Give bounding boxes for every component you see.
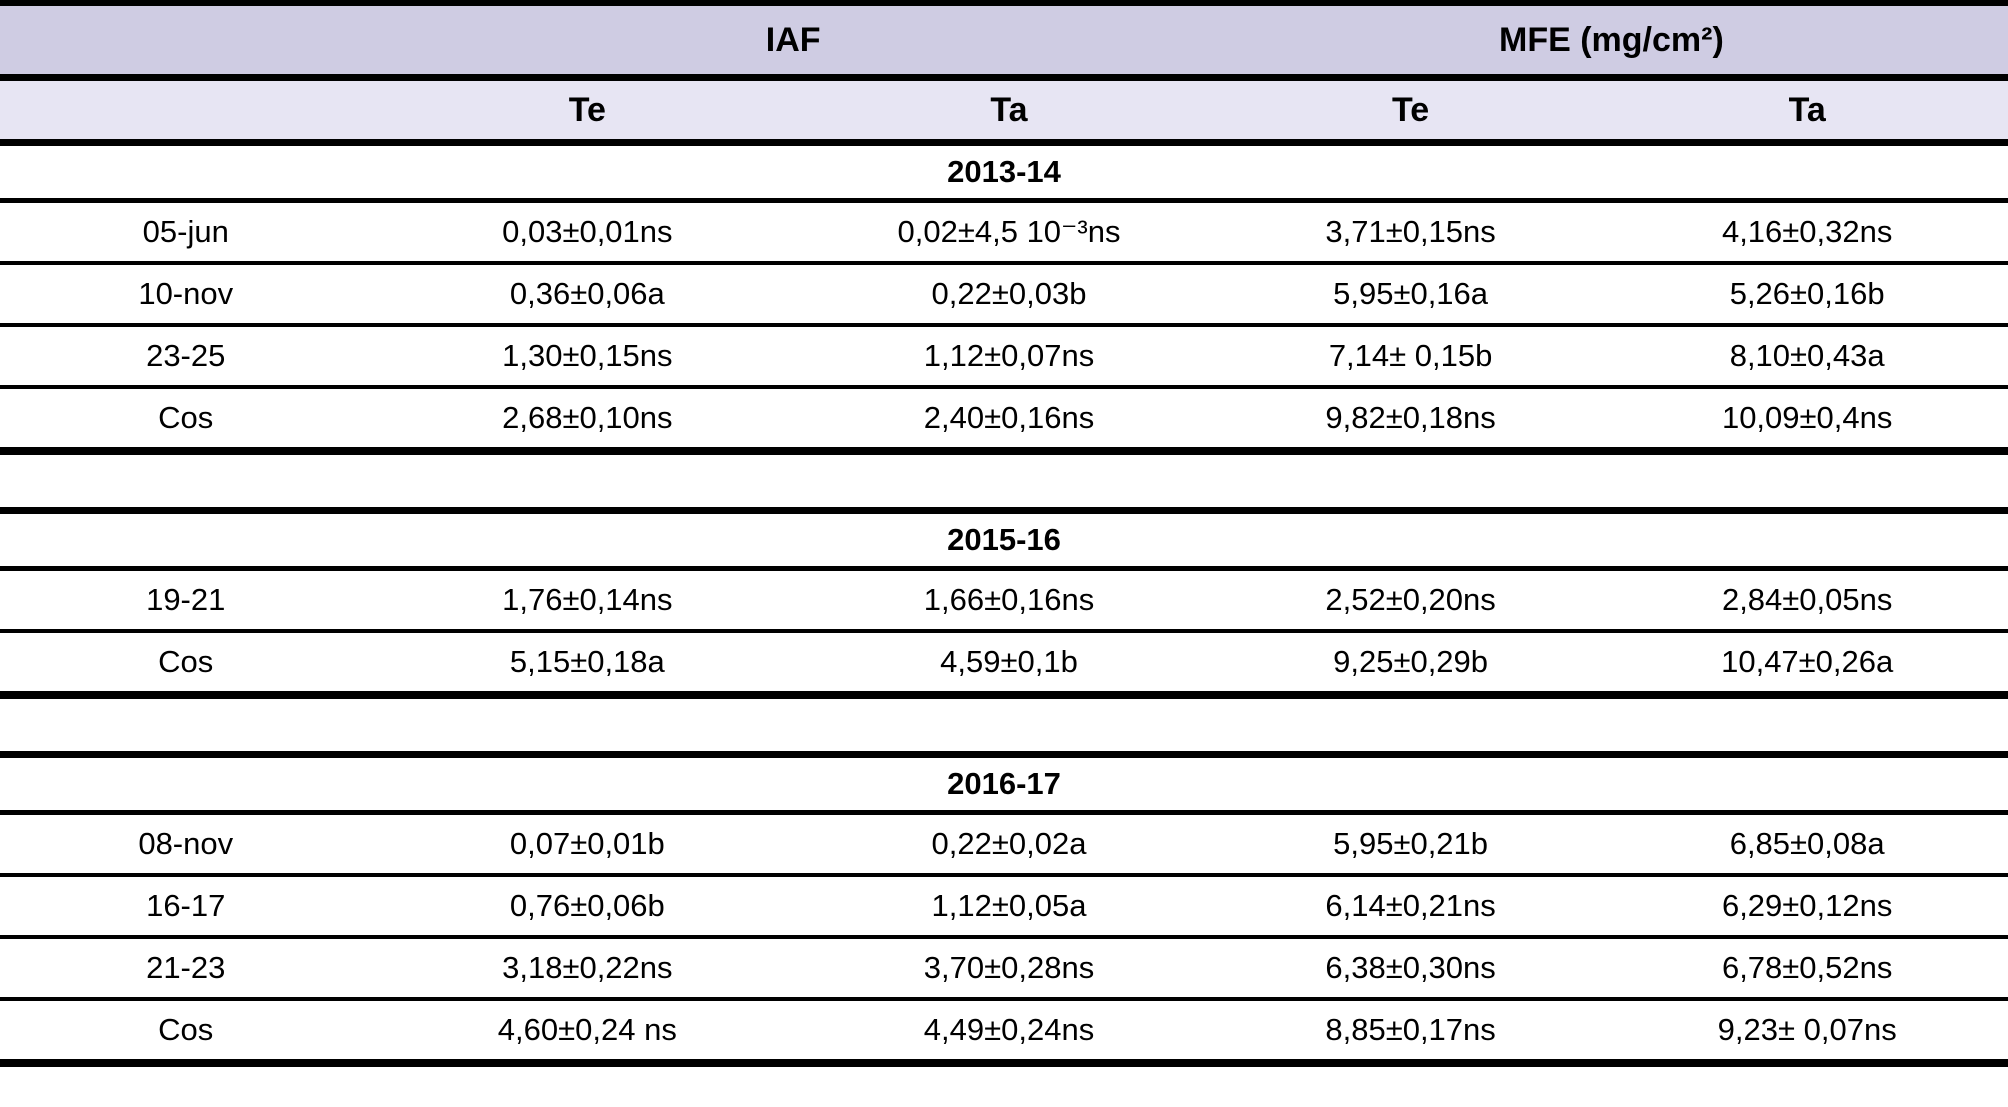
- table-row: 08-nov 0,07±0,01b 0,22±0,02a 5,95±0,21b …: [0, 812, 2008, 877]
- iaf-group-header: IAF: [371, 3, 1215, 81]
- row-label-cell: 16-17: [0, 875, 372, 939]
- value-cell: 3,71±0,15ns: [1214, 200, 1607, 265]
- table-row: Cos 2,68±0,10ns 2,40±0,16ns 9,82±0,18ns …: [0, 387, 2008, 455]
- value-cell: 5,95±0,21b: [1214, 812, 1607, 877]
- value-cell: 5,95±0,16a: [1214, 263, 1607, 327]
- season-label: 2016-17: [0, 751, 2008, 815]
- season-label: 2013-14: [0, 139, 2008, 203]
- value-cell: 10,09±0,4ns: [1606, 387, 2008, 455]
- table-row: 10-nov 0,36±0,06a 0,22±0,03b 5,95±0,16a …: [0, 263, 2008, 327]
- empty-corner-cell: [0, 3, 372, 81]
- value-cell: 2,52±0,20ns: [1214, 568, 1607, 633]
- value-cell: 5,15±0,18a: [371, 631, 804, 699]
- value-cell: 1,66±0,16ns: [803, 568, 1215, 633]
- value-cell: 9,25±0,29b: [1214, 631, 1607, 699]
- value-cell: 5,26±0,16b: [1606, 263, 2008, 327]
- value-cell: 2,40±0,16ns: [803, 387, 1215, 455]
- row-label-cell: Cos: [0, 631, 372, 699]
- value-cell: 6,29±0,12ns: [1606, 875, 2008, 939]
- value-cell: 2,68±0,10ns: [371, 387, 804, 455]
- row-label-cell: 05-jun: [0, 200, 372, 265]
- row-label-cell: 08-nov: [0, 812, 372, 877]
- table-row: 19-21 1,76±0,14ns 1,66±0,16ns 2,52±0,20n…: [0, 568, 2008, 633]
- value-cell: 10,47±0,26a: [1606, 631, 2008, 699]
- value-cell: 4,60±0,24 ns: [371, 999, 804, 1067]
- table-row: Cos 5,15±0,18a 4,59±0,1b 9,25±0,29b 10,4…: [0, 631, 2008, 699]
- value-cell: 4,16±0,32ns: [1606, 200, 2008, 265]
- value-cell: 2,84±0,05ns: [1606, 568, 2008, 633]
- value-cell: 4,49±0,24ns: [803, 999, 1215, 1067]
- column-header-mfe-ta: Ta: [1606, 77, 2008, 146]
- value-cell: 7,14± 0,15b: [1214, 325, 1607, 389]
- value-cell: 1,12±0,05a: [803, 875, 1215, 939]
- value-cell: 8,85±0,17ns: [1214, 999, 1607, 1067]
- measurements-table: IAF MFE (mg/cm²) Te Ta Te Ta 2013-14 05-…: [0, 0, 2008, 1067]
- season-label: 2015-16: [0, 507, 2008, 571]
- empty-label-header-cell: [0, 77, 372, 146]
- value-cell: 1,30±0,15ns: [371, 325, 804, 389]
- season-header-row: 2015-16: [0, 507, 2008, 571]
- table-row: 23-25 1,30±0,15ns 1,12±0,07ns 7,14± 0,15…: [0, 325, 2008, 389]
- sub-header-row: Te Ta Te Ta: [0, 77, 2008, 146]
- table-row: 21-23 3,18±0,22ns 3,70±0,28ns 6,38±0,30n…: [0, 937, 2008, 1001]
- value-cell: 0,03±0,01ns: [371, 200, 804, 265]
- value-cell: 3,18±0,22ns: [371, 937, 804, 1001]
- section-spacer: [0, 695, 2008, 755]
- value-cell: 6,85±0,08a: [1606, 812, 2008, 877]
- row-label-cell: Cos: [0, 387, 372, 455]
- section-spacer: [0, 451, 2008, 511]
- group-header-row: IAF MFE (mg/cm²): [0, 3, 2008, 81]
- value-cell: 3,70±0,28ns: [803, 937, 1215, 1001]
- value-cell: 8,10±0,43a: [1606, 325, 2008, 389]
- table-row: 05-jun 0,03±0,01ns 0,02±4,5 10⁻³ns 3,71±…: [0, 200, 2008, 265]
- season-header-row: 2013-14: [0, 139, 2008, 203]
- value-cell: 9,82±0,18ns: [1214, 387, 1607, 455]
- table-row: 16-17 0,76±0,06b 1,12±0,05a 6,14±0,21ns …: [0, 875, 2008, 939]
- value-cell: 4,59±0,1b: [803, 631, 1215, 699]
- row-label-cell: Cos: [0, 999, 372, 1067]
- season-header-row: 2016-17: [0, 751, 2008, 815]
- value-cell: 1,76±0,14ns: [371, 568, 804, 633]
- value-cell: 0,22±0,02a: [803, 812, 1215, 877]
- row-label-cell: 10-nov: [0, 263, 372, 327]
- value-cell: 0,22±0,03b: [803, 263, 1215, 327]
- value-cell: 0,02±4,5 10⁻³ns: [803, 200, 1215, 265]
- value-cell: 0,36±0,06a: [371, 263, 804, 327]
- value-cell: 0,76±0,06b: [371, 875, 804, 939]
- value-cell: 6,78±0,52ns: [1606, 937, 2008, 1001]
- row-label-cell: 23-25: [0, 325, 372, 389]
- table-row: Cos 4,60±0,24 ns 4,49±0,24ns 8,85±0,17ns…: [0, 999, 2008, 1067]
- value-cell: 1,12±0,07ns: [803, 325, 1215, 389]
- mfe-group-header: MFE (mg/cm²): [1214, 3, 2008, 81]
- column-header-mfe-te: Te: [1214, 77, 1607, 146]
- row-label-cell: 19-21: [0, 568, 372, 633]
- value-cell: 0,07±0,01b: [371, 812, 804, 877]
- column-header-iaf-te: Te: [371, 77, 804, 146]
- value-cell: 9,23± 0,07ns: [1606, 999, 2008, 1067]
- column-header-iaf-ta: Ta: [803, 77, 1215, 146]
- value-cell: 6,14±0,21ns: [1214, 875, 1607, 939]
- value-cell: 6,38±0,30ns: [1214, 937, 1607, 1001]
- row-label-cell: 21-23: [0, 937, 372, 1001]
